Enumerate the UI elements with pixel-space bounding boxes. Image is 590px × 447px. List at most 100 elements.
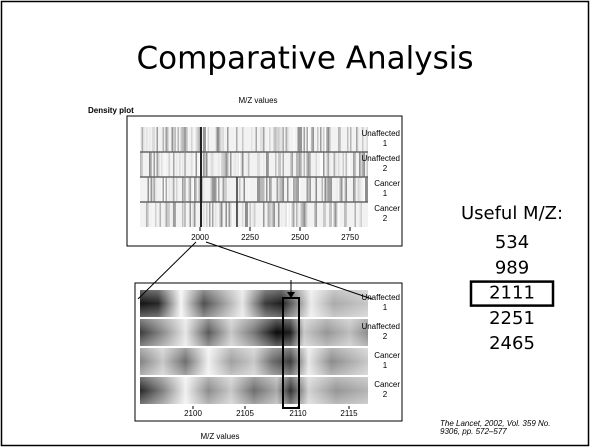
density-stripe (229, 177, 231, 202)
density-stripe (308, 177, 310, 202)
density-stripe (142, 127, 144, 152)
density-stripe (262, 127, 264, 152)
density-stripe (293, 127, 295, 152)
density-stripe (212, 202, 214, 227)
density-stripe (266, 177, 268, 202)
density-stripe (364, 202, 366, 227)
density-stripe (316, 177, 318, 202)
density-stripe (304, 202, 306, 227)
row-number: 1 (383, 303, 388, 312)
density-stripe (146, 127, 148, 152)
density-stripe (347, 127, 349, 152)
tick-label: 2115 (340, 409, 358, 418)
density-stripe (187, 127, 189, 152)
density-stripe (152, 127, 154, 152)
density-stripe (194, 177, 196, 202)
density-stripe (242, 152, 244, 177)
bottom-panel: Unaffected1Unaffected2Cancer1Cancer22100… (140, 290, 400, 418)
density-stripe (308, 152, 310, 177)
density-stripe (146, 202, 148, 227)
density-stripe (155, 177, 157, 202)
density-stripe (182, 127, 184, 152)
density-stripe (271, 177, 273, 202)
density-stripe (142, 152, 144, 177)
density-stripe (194, 202, 196, 227)
density-stripe (268, 127, 270, 152)
density-stripe (241, 152, 243, 177)
density-stripe (253, 202, 255, 227)
density-stripe (190, 152, 192, 177)
useful-value: 2465 (489, 333, 535, 354)
density-stripe (211, 177, 213, 202)
tick-label: 2105 (236, 409, 254, 418)
density-stripe (163, 177, 165, 202)
density-stripe (329, 127, 331, 152)
density-stripe (280, 127, 282, 152)
tick-label: 2000 (191, 233, 209, 242)
density-stripe (181, 202, 183, 227)
citation-line: 9306, pp. 572–577 (440, 427, 507, 436)
density-stripe (149, 152, 151, 177)
density-stripe (151, 152, 153, 177)
density-stripe (205, 152, 207, 177)
density-stripe (301, 152, 303, 177)
density-stripe (220, 202, 222, 227)
density-stripe (263, 127, 265, 152)
density-stripe (173, 152, 175, 177)
density-stripe (175, 202, 177, 227)
density-stripe (317, 127, 319, 152)
density-stripe (283, 152, 285, 177)
density-stripe (203, 202, 205, 227)
density-stripe (323, 202, 325, 227)
density-stripe (169, 152, 171, 177)
density-stripe (302, 202, 304, 227)
density-stripe (169, 177, 171, 202)
density-stripe (239, 152, 241, 177)
tick-label: 2750 (341, 233, 359, 242)
density-stripe (196, 152, 198, 177)
density-stripe (232, 202, 234, 227)
figure-label: Density plot (88, 106, 134, 115)
density-stripe (199, 177, 201, 202)
density-stripe (203, 152, 205, 177)
density-stripe (286, 202, 288, 227)
density-stripe (176, 152, 178, 177)
slide-title: Comparative Analysis (137, 41, 474, 77)
density-stripe (230, 152, 232, 177)
density-stripe (166, 127, 168, 152)
density-stripe (154, 202, 156, 227)
density-stripe (182, 177, 184, 202)
row-number: 1 (383, 361, 388, 370)
row-shade (140, 348, 368, 375)
density-stripe (218, 152, 220, 177)
density-stripe (206, 152, 208, 177)
density-stripe (298, 127, 300, 152)
density-stripe (325, 202, 327, 227)
density-stripe (283, 127, 285, 152)
density-stripe (346, 202, 348, 227)
density-stripe (359, 152, 361, 177)
density-stripe (242, 202, 244, 227)
useful-value: 2111 (489, 283, 535, 304)
density-stripe (257, 152, 259, 177)
density-stripe (338, 127, 340, 152)
density-stripe (172, 127, 174, 152)
density-stripe (251, 127, 253, 152)
density-stripe (332, 202, 334, 227)
density-stripe (188, 177, 190, 202)
density-stripe (158, 152, 160, 177)
density-stripe (248, 177, 250, 202)
density-stripe (307, 152, 309, 177)
density-stripe (173, 127, 175, 152)
tick-label: 2110 (289, 409, 307, 418)
density-stripe (304, 127, 306, 152)
density-stripe (227, 152, 229, 177)
density-stripe (152, 202, 154, 227)
density-stripe (313, 127, 315, 152)
density-stripe (221, 152, 223, 177)
density-stripe (191, 152, 193, 177)
density-stripe (161, 177, 163, 202)
tick-label: 2500 (291, 233, 309, 242)
density-stripe (235, 152, 237, 177)
density-stripe (268, 152, 270, 177)
